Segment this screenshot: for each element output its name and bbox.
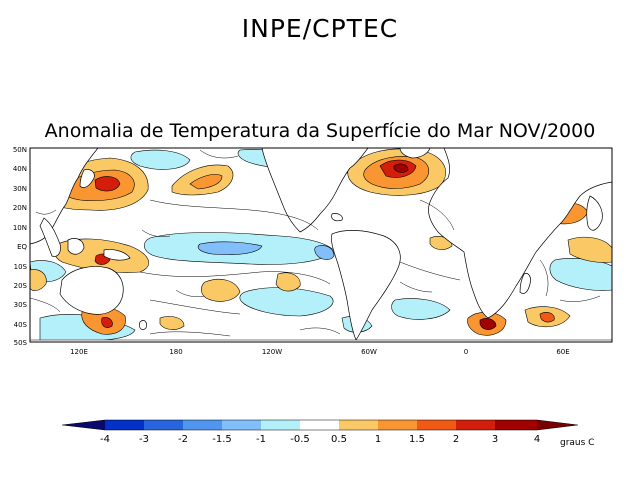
warm-region-north-atlantic-peak xyxy=(393,163,409,173)
colorbar-swatch xyxy=(537,420,578,430)
map-title: Anomalia de Temperatura da Superfície do… xyxy=(44,120,596,142)
colorbar-swatch xyxy=(378,420,417,430)
lon-label: 120W xyxy=(262,348,282,356)
lon-label: 0 xyxy=(464,348,468,356)
colorbar-label: -3 xyxy=(139,434,149,445)
lon-label: 120E xyxy=(70,348,88,356)
lat-label: 40S xyxy=(14,321,28,329)
landmass-new-guinea xyxy=(103,249,131,261)
warm-region-indian-east xyxy=(567,236,612,263)
colorbar-label: -1 xyxy=(256,434,266,445)
colorbar-label: -2 xyxy=(178,434,188,445)
colorbar-label: 3 xyxy=(492,434,498,445)
warm-region-south-pacific-2 xyxy=(275,272,301,292)
warm-region-east-australia-core xyxy=(101,317,113,328)
warm-region-agulhas-core xyxy=(479,318,497,330)
lat-label: 20S xyxy=(14,282,28,290)
colorbar-label: 2 xyxy=(453,434,459,445)
colorbar-swatch xyxy=(417,420,456,430)
landmass-asia xyxy=(30,148,99,245)
warm-region-kuroshio-core xyxy=(94,176,121,192)
lat-label: 30S xyxy=(14,301,28,309)
colorbar-swatch xyxy=(62,420,105,430)
colorbar-swatch xyxy=(300,420,339,430)
colorbar-label: -4 xyxy=(100,434,110,445)
cool-region-south-atlantic xyxy=(391,298,451,320)
lat-label: 50S xyxy=(14,339,28,347)
cool-region-north-pacific xyxy=(130,149,191,170)
contour-lines xyxy=(30,149,601,337)
lon-label: 180 xyxy=(169,348,182,356)
colorbar-label: 4 xyxy=(534,434,540,445)
landmass-india xyxy=(586,195,603,231)
colorbar-swatch xyxy=(222,420,261,430)
lat-label: 20N xyxy=(13,204,27,212)
colorbar-swatch xyxy=(144,420,183,430)
cool-region-central-pacific-core xyxy=(197,241,263,256)
lat-label: 40N xyxy=(13,165,27,173)
lat-label: EQ xyxy=(17,243,27,251)
colorbar-swatch xyxy=(495,420,537,430)
landmass-greenland xyxy=(399,148,431,159)
warm-region-indian-west xyxy=(30,269,47,291)
landmass-australia xyxy=(59,266,124,315)
colorbar-swatch xyxy=(456,420,495,430)
colorbar-swatch xyxy=(105,420,144,430)
landmass-indochina xyxy=(39,217,61,257)
landmass-japan xyxy=(79,169,95,188)
longitude-axis: 120E 180 120W 60W 0 60E xyxy=(70,348,570,356)
colorbar-swatch xyxy=(183,420,222,430)
landmass-north-america xyxy=(261,148,369,233)
lon-label: 60W xyxy=(361,348,377,356)
lat-label: 50N xyxy=(13,146,27,154)
landmass-caribbean xyxy=(331,213,343,222)
lat-label: 30N xyxy=(13,185,27,193)
lat-label: 10N xyxy=(13,224,27,232)
colorbar-label: 1.5 xyxy=(409,434,425,445)
lon-label: 60E xyxy=(556,348,569,356)
warm-region-southern-pacific-far xyxy=(159,316,185,330)
landmass-madagascar xyxy=(519,273,531,294)
warm-region-south-indian-core xyxy=(539,312,555,323)
lat-label: 10S xyxy=(14,263,28,271)
colorbar-label: 1 xyxy=(375,434,381,445)
colorbar: -4 -3 -2 -1.5 -1 -0.5 0.5 1 1.5 2 3 4 gr… xyxy=(61,419,594,448)
colorbar-label: -1.5 xyxy=(212,434,232,445)
colorbar-units: graus C xyxy=(560,438,594,448)
cool-region-east-pacific-core xyxy=(314,245,335,260)
landmass-europe-africa xyxy=(428,148,612,319)
warm-region-south-pacific xyxy=(201,279,241,302)
warm-region-ne-pacific-core xyxy=(189,174,223,190)
landmass-new-zealand xyxy=(139,320,147,330)
colorbar-swatch xyxy=(261,420,300,430)
colorbar-label: 0.5 xyxy=(331,434,347,445)
latitude-axis: 50N 40N 30N 20N 10N EQ 10S 20S 30S 40S 5… xyxy=(13,146,28,347)
colorbar-label: -0.5 xyxy=(290,434,310,445)
landmass-borneo xyxy=(67,238,85,255)
header-title: INPE/CPTEC xyxy=(241,14,399,43)
colorbar-swatch xyxy=(339,420,378,430)
landmass-south-america xyxy=(331,230,401,341)
